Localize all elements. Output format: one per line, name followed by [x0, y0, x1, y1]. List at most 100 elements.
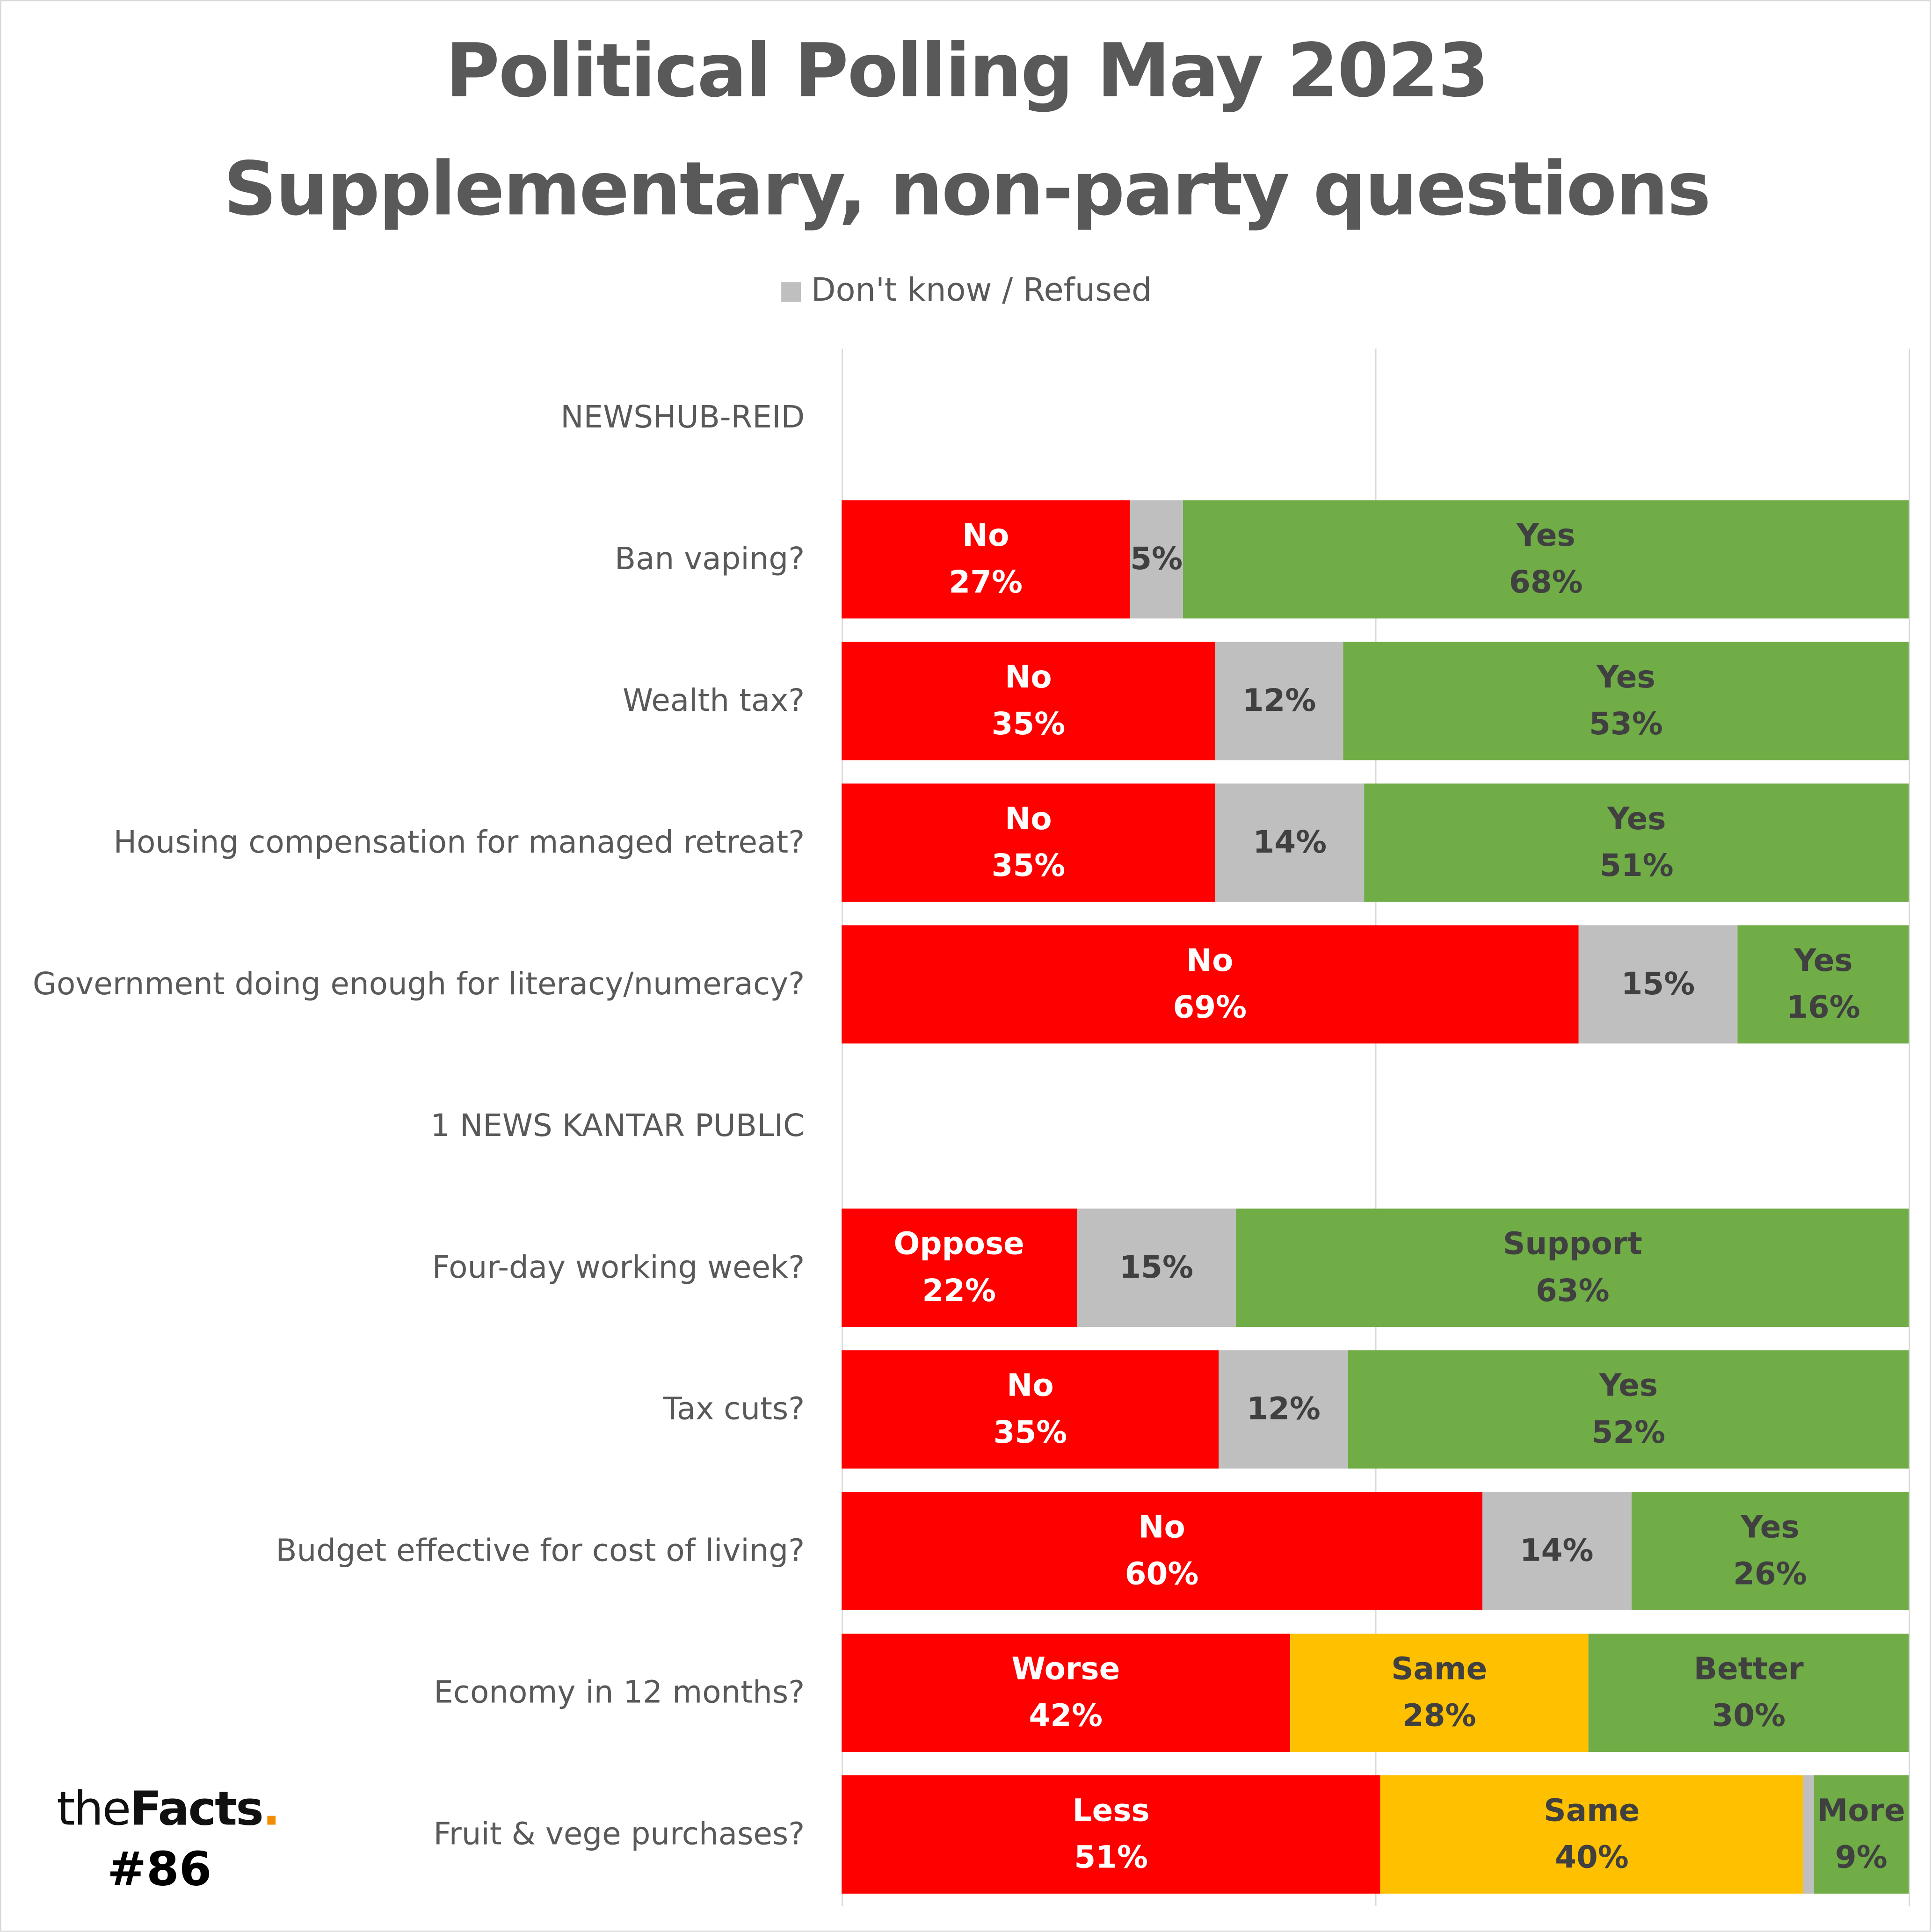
- segment-name-label: Worse: [1011, 1650, 1120, 1687]
- bar-segment-no: No 35%: [842, 783, 1215, 902]
- bar-row: No 69% 15% Yes 16%: [842, 925, 1909, 1044]
- bar-row: Worse 42% Same 28% Better 30%: [842, 1634, 1909, 1752]
- bar-segment-no: No 35%: [842, 642, 1215, 760]
- gridline-0: [842, 348, 843, 1906]
- logo-dot: .: [262, 1781, 280, 1836]
- segment-value-label: 42%: [1029, 1698, 1103, 1734]
- legend-swatch-dont-know: [781, 282, 801, 302]
- bar-segment-no: No 60%: [842, 1492, 1482, 1611]
- category-label: Fruit & vege purchases?: [433, 1816, 805, 1852]
- bar-segment-oppose: Oppose 22%: [842, 1208, 1077, 1327]
- segment-value-label: 5%: [1130, 541, 1183, 577]
- category-label: Government doing enough for literacy/num…: [32, 966, 805, 1002]
- bar-segment-dont-know: 15%: [1076, 1208, 1237, 1327]
- category-label: Ban vaping?: [615, 541, 805, 577]
- segment-name-label: No: [1138, 1509, 1185, 1545]
- segment-value-label: 69%: [1173, 989, 1247, 1025]
- bar-segment-yes: Yes 52%: [1348, 1350, 1909, 1469]
- segment-value-label: 15%: [1119, 1249, 1193, 1285]
- bar-segment-dont-know: 12%: [1219, 1350, 1349, 1469]
- segment-name-label: Yes: [1741, 1509, 1800, 1545]
- category-label: Economy in 12 months?: [434, 1674, 805, 1710]
- chart-title-line-2: Supplementary, non-party questions: [223, 146, 1711, 233]
- segment-value-label: 35%: [991, 847, 1066, 883]
- section-header: NEWSHUB-REID: [560, 399, 805, 435]
- bar-segment-better: Better 30%: [1589, 1634, 1909, 1752]
- bar-segment-dont-know: 5%: [1130, 500, 1183, 619]
- segment-name-label: No: [1005, 659, 1052, 695]
- segment-value-label: 51%: [1599, 847, 1674, 883]
- segment-value-label: 35%: [991, 706, 1066, 742]
- gridline-100: [1909, 348, 1910, 1906]
- segment-name-label: Better: [1693, 1650, 1804, 1687]
- bar-row: Oppose 22% 15% Support 63%: [842, 1208, 1909, 1327]
- category-label: Wealth tax?: [623, 682, 805, 718]
- bar-segment-no: No 69%: [842, 925, 1578, 1044]
- segment-value-label: 68%: [1509, 564, 1583, 600]
- segment-value-label: 26%: [1733, 1556, 1807, 1592]
- bar-segment-same: Same 28%: [1290, 1634, 1589, 1752]
- segment-name-label: Yes: [1599, 1368, 1658, 1404]
- segment-name-label: No: [1186, 942, 1234, 978]
- segment-value-label: 15%: [1621, 966, 1695, 1002]
- bar-segment-yes: Yes 68%: [1183, 500, 1909, 619]
- segment-value-label: 27%: [949, 564, 1023, 600]
- category-label: Tax cuts?: [663, 1391, 805, 1427]
- bar-segment-worse: Worse 42%: [842, 1634, 1290, 1752]
- bar-segment-more: More 9%: [1814, 1775, 1909, 1894]
- segment-name-label: Yes: [1597, 659, 1655, 695]
- bar-segment-yes: Yes 51%: [1365, 783, 1909, 902]
- bar-segment-yes: Yes 53%: [1343, 642, 1909, 760]
- legend: Don't know / Refused: [1, 272, 1931, 309]
- segment-value-label: 51%: [1074, 1839, 1148, 1875]
- segment-name-label: Same: [1391, 1650, 1488, 1687]
- category-label: Housing compensation for managed retreat…: [113, 824, 805, 860]
- section-header: 1 NEWS KANTAR PUBLIC: [430, 1107, 805, 1143]
- bar-row: Less 51% Same 40% More 9%: [842, 1775, 1909, 1894]
- thefacts-logo: theFacts.: [57, 1781, 280, 1836]
- bar-row: No 35% 12% Yes 52%: [842, 1350, 1909, 1469]
- segment-name-label: Support: [1503, 1226, 1642, 1262]
- bar-segment-support: Support 63%: [1236, 1208, 1909, 1327]
- segment-value-label: 14%: [1253, 824, 1327, 860]
- segment-value-label: 14%: [1519, 1533, 1594, 1569]
- segment-value-label: 60%: [1125, 1556, 1199, 1592]
- bar-segment-dont-know: 14%: [1481, 1492, 1632, 1611]
- segment-name-label: No: [962, 517, 1009, 553]
- segment-name-label: Oppose: [893, 1226, 1024, 1262]
- bar-row: No 60% 14% Yes 26%: [842, 1492, 1909, 1611]
- segment-name-label: No: [1007, 1368, 1054, 1404]
- bar-row: No 35% 14% Yes 51%: [842, 783, 1909, 902]
- segment-name-label: Same: [1544, 1792, 1640, 1829]
- bar-row: No 27% 5% Yes 68%: [842, 500, 1909, 619]
- logo-facts: Facts: [130, 1781, 264, 1836]
- category-label: Budget effective for cost of living?: [276, 1533, 805, 1569]
- bar-segment-dont-know: 12%: [1215, 642, 1343, 760]
- chart-title-line-1: Political Polling May 2023: [445, 28, 1489, 115]
- segment-name-label: More: [1817, 1792, 1905, 1829]
- legend-label: Don't know / Refused: [811, 272, 1152, 310]
- gridline-50: [1375, 348, 1377, 1906]
- bar-segment-dont-know: 14%: [1215, 783, 1365, 902]
- segment-value-label: 53%: [1589, 706, 1663, 742]
- segment-name-label: Less: [1072, 1792, 1150, 1829]
- bar-segment-same: Same 40%: [1380, 1775, 1803, 1894]
- segment-value-label: 12%: [1242, 682, 1316, 718]
- logo-the: the: [57, 1781, 131, 1836]
- segment-value-label: 22%: [922, 1273, 996, 1309]
- segment-value-label: 52%: [1591, 1414, 1666, 1450]
- segment-value-label: 9%: [1835, 1839, 1887, 1875]
- segment-value-label: 30%: [1712, 1698, 1786, 1734]
- bar-segment-yes: Yes 16%: [1738, 925, 1909, 1044]
- bar-segment-less: Less 51%: [842, 1775, 1381, 1894]
- issue-number: #86: [107, 1842, 212, 1896]
- segment-value-label: 28%: [1402, 1698, 1476, 1734]
- segment-name-label: Yes: [1517, 517, 1575, 553]
- bar-segment-dont-know: 15%: [1578, 925, 1738, 1044]
- segment-value-label: 12%: [1247, 1391, 1321, 1427]
- segment-name-label: Yes: [1607, 801, 1666, 837]
- segment-name-label: No: [1005, 801, 1052, 837]
- segment-value-label: 35%: [993, 1414, 1067, 1450]
- bar-segment-no: No 27%: [842, 500, 1130, 619]
